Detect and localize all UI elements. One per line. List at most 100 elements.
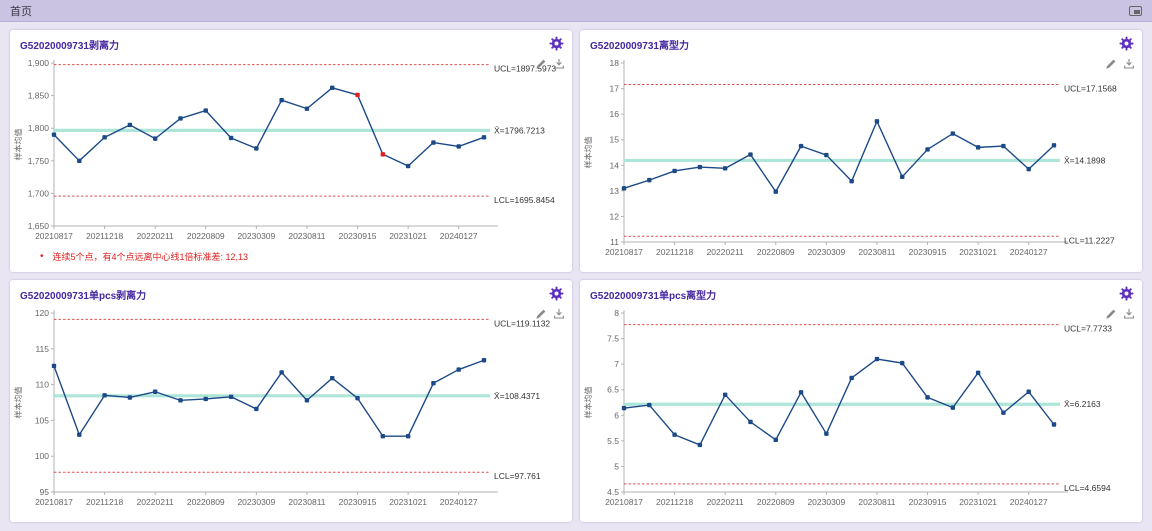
svg-text:115: 115 xyxy=(35,344,49,354)
svg-text:20231021: 20231021 xyxy=(959,247,997,257)
panel-toolbar xyxy=(1105,58,1135,70)
svg-text:20230915: 20230915 xyxy=(339,231,377,241)
svg-text:18: 18 xyxy=(610,58,620,68)
chart-title: G52020009731单pcs离型力 xyxy=(590,291,717,302)
svg-text:20240127: 20240127 xyxy=(440,231,478,241)
download-icon[interactable] xyxy=(553,308,565,320)
svg-text:20220211: 20220211 xyxy=(137,231,174,241)
svg-text:6.5: 6.5 xyxy=(607,385,619,395)
svg-text:20220211: 20220211 xyxy=(137,497,174,507)
svg-text:X̄=108.4371: X̄=108.4371 xyxy=(494,391,540,401)
svg-text:20230811: 20230811 xyxy=(858,247,895,257)
svg-text:20230915: 20230915 xyxy=(339,497,377,507)
svg-text:11: 11 xyxy=(610,237,619,247)
svg-text:20240127: 20240127 xyxy=(1010,497,1048,507)
svg-text:7.5: 7.5 xyxy=(607,334,619,344)
svg-text:UCL=119.1132: UCL=119.1132 xyxy=(494,318,550,328)
svg-text:15: 15 xyxy=(610,135,620,145)
svg-text:20231021: 20231021 xyxy=(389,231,427,241)
gear-icon[interactable] xyxy=(1119,286,1134,301)
svg-text:8: 8 xyxy=(614,308,619,318)
svg-text:105: 105 xyxy=(35,415,49,425)
svg-text:20240127: 20240127 xyxy=(1010,247,1048,257)
pencil-icon[interactable] xyxy=(1105,58,1117,70)
svg-text:20220809: 20220809 xyxy=(187,231,225,241)
gear-icon[interactable] xyxy=(549,286,564,301)
gear-icon[interactable] xyxy=(1119,36,1134,51)
svg-text:样本均值: 样本均值 xyxy=(13,129,23,161)
svg-text:20210817: 20210817 xyxy=(35,497,73,507)
svg-text:20210817: 20210817 xyxy=(35,231,73,241)
svg-text:20230811: 20230811 xyxy=(288,231,325,241)
svg-text:20211218: 20211218 xyxy=(86,497,123,507)
svg-text:LCL=1695.8454: LCL=1695.8454 xyxy=(494,195,555,205)
svg-text:20211218: 20211218 xyxy=(656,497,693,507)
svg-text:X̄=6.2163: X̄=6.2163 xyxy=(1064,399,1101,409)
svg-text:120: 120 xyxy=(35,308,49,318)
download-icon[interactable] xyxy=(1123,58,1135,70)
svg-text:20230309: 20230309 xyxy=(237,231,275,241)
violation-note-text: 连续5个点，有4个点远离中心线1倍标准差: 12,13 xyxy=(52,252,249,262)
svg-text:20230309: 20230309 xyxy=(807,497,845,507)
pencil-icon[interactable] xyxy=(1105,308,1117,320)
svg-text:95: 95 xyxy=(40,487,50,497)
svg-text:UCL=7.7733: UCL=7.7733 xyxy=(1064,324,1112,334)
svg-text:样本均值: 样本均值 xyxy=(583,137,593,169)
chart-panel-pcs-release-force: G52020009731单pcs离型力 4.5 5 5.5 6 6.5 7 7.5 8 2021… xyxy=(580,280,1142,522)
panel-toolbar xyxy=(535,308,565,320)
pencil-icon[interactable] xyxy=(535,308,547,320)
download-icon[interactable] xyxy=(1123,308,1135,320)
svg-text:20211218: 20211218 xyxy=(86,231,123,241)
svg-text:LCL=11.2227: LCL=11.2227 xyxy=(1064,235,1115,245)
svg-text:1,850: 1,850 xyxy=(28,91,50,101)
panel-toolbar xyxy=(1105,308,1135,320)
gear-icon[interactable] xyxy=(549,36,564,51)
svg-text:20210817: 20210817 xyxy=(605,247,643,257)
svg-text:20220211: 20220211 xyxy=(707,497,744,507)
note-bullet-icon: • xyxy=(40,250,44,262)
svg-text:4.5: 4.5 xyxy=(607,487,619,497)
chart-panel-release-force: G52020009731离型力 11 12 13 14 15 16 17 18 20210817… xyxy=(580,30,1142,272)
svg-text:1,650: 1,650 xyxy=(28,221,50,231)
svg-text:20240127: 20240127 xyxy=(440,497,478,507)
svg-text:样本均值: 样本均值 xyxy=(583,387,593,419)
svg-text:16: 16 xyxy=(610,109,620,119)
svg-text:5.5: 5.5 xyxy=(607,436,619,446)
violation-note: • 连续5个点，有4个点远离中心线1倍标准差: 12,13 xyxy=(10,250,572,263)
svg-text:20210817: 20210817 xyxy=(605,497,643,507)
svg-text:20220809: 20220809 xyxy=(757,497,795,507)
control-chart: 95 100 105 110 115 120 20210817 20211218 2022021… xyxy=(13,308,550,507)
svg-text:1,750: 1,750 xyxy=(28,156,50,166)
svg-text:20231021: 20231021 xyxy=(389,497,427,507)
svg-text:13: 13 xyxy=(610,186,620,196)
svg-text:20230811: 20230811 xyxy=(288,497,325,507)
svg-text:UCL=1897.5973: UCL=1897.5973 xyxy=(494,64,556,74)
control-chart: 11 12 13 14 15 16 17 18 20210817 20211218 20220211… xyxy=(583,58,1117,257)
svg-text:17: 17 xyxy=(610,84,620,94)
svg-text:20220809: 20220809 xyxy=(187,497,225,507)
svg-text:LCL=97.761: LCL=97.761 xyxy=(494,471,541,481)
svg-text:14: 14 xyxy=(610,160,620,170)
control-chart: 4.5 5 5.5 6 6.5 7 7.5 8 20210817 20211218 20220211… xyxy=(583,308,1112,507)
svg-text:20230915: 20230915 xyxy=(909,497,947,507)
svg-text:20231021: 20231021 xyxy=(959,497,997,507)
svg-text:20230309: 20230309 xyxy=(807,247,845,257)
pencil-icon[interactable] xyxy=(535,58,547,70)
svg-text:110: 110 xyxy=(35,380,49,390)
chart-title: G52020009731单pcs剥离力 xyxy=(20,291,147,302)
expand-icon[interactable] xyxy=(1129,5,1142,16)
svg-text:X̄=1796.7213: X̄=1796.7213 xyxy=(494,125,545,135)
svg-text:12: 12 xyxy=(610,211,620,221)
svg-text:LCL=4.6594: LCL=4.6594 xyxy=(1064,483,1111,493)
svg-text:20230811: 20230811 xyxy=(858,497,895,507)
svg-text:样本均值: 样本均值 xyxy=(13,387,23,419)
svg-text:20230915: 20230915 xyxy=(909,247,947,257)
tab-home[interactable]: 首页 xyxy=(10,5,32,18)
download-icon[interactable] xyxy=(553,58,565,70)
svg-text:100: 100 xyxy=(35,451,49,461)
tab-bar: 首页 xyxy=(0,0,1152,22)
control-chart: 1,650 1,700 1,750 1,800 1,850 1,900 20210817 20… xyxy=(13,58,556,241)
svg-text:6: 6 xyxy=(614,410,619,420)
chart-title: G52020009731剥离力 xyxy=(20,41,119,52)
svg-text:20220211: 20220211 xyxy=(707,247,744,257)
